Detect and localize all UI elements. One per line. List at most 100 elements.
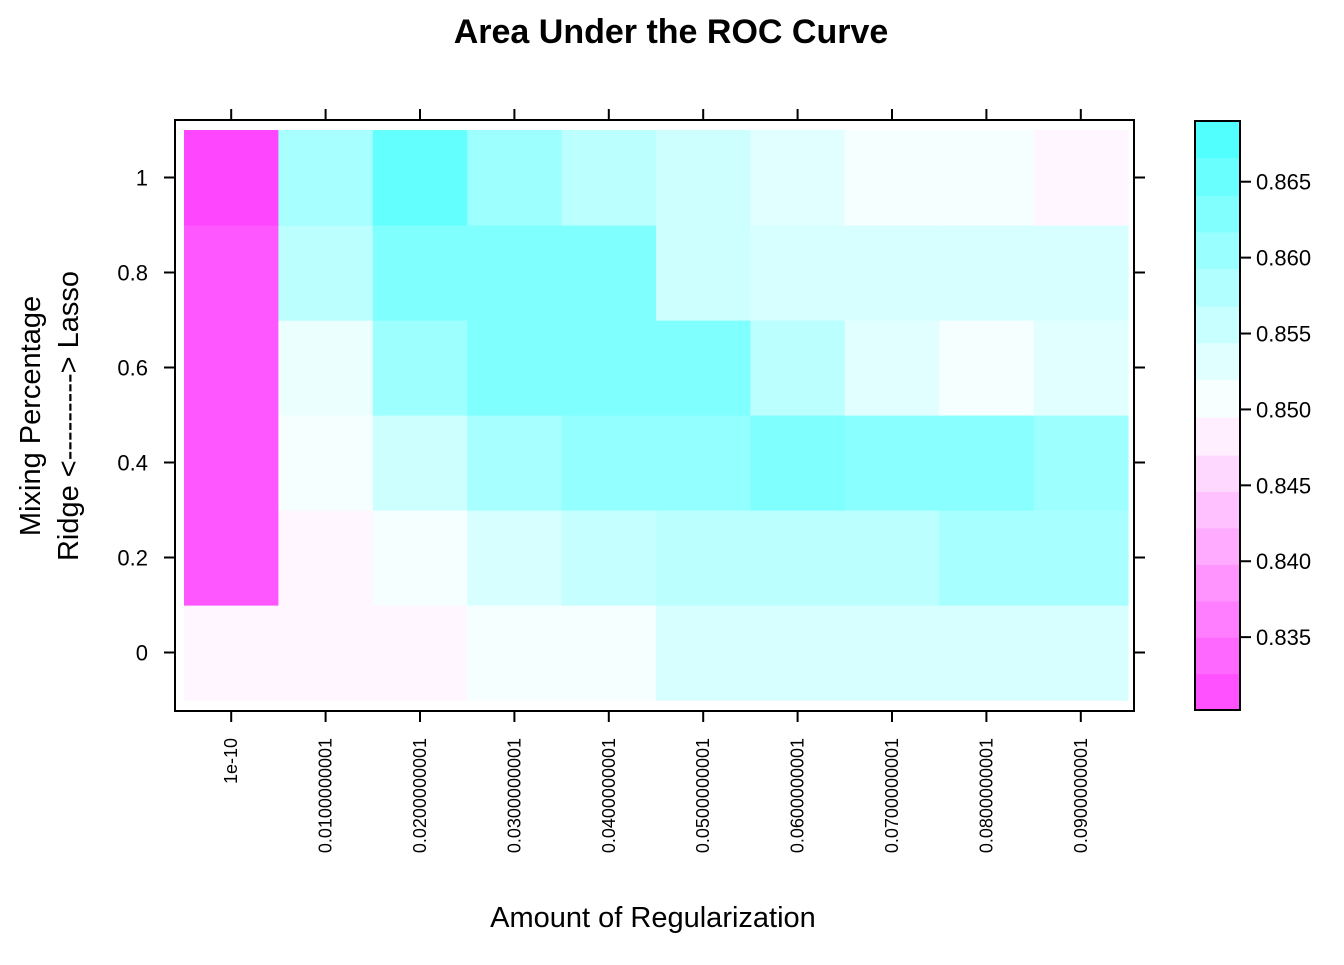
x-axis-ticks: 1e-10 0.0100000001 0.0200000001 0.030000000… <box>221 109 1091 853</box>
heatmap-cell <box>184 130 279 226</box>
heatmap-cell <box>467 320 563 416</box>
x-tick-label: 0.0500000001 <box>693 738 713 853</box>
x-tick-label: 1e-10 <box>221 738 241 784</box>
colorbar-swatch <box>1195 600 1240 638</box>
heatmap-cell <box>372 415 468 511</box>
plot-frame <box>174 119 1135 712</box>
heatmap-cell <box>750 415 846 511</box>
colorbar-swatch <box>1195 121 1240 159</box>
heatmap-cell <box>750 320 846 416</box>
heatmap-cell <box>844 415 940 511</box>
heatmap-cell <box>184 510 279 606</box>
x-tick-label: 0.0600000001 <box>788 738 808 853</box>
heatmap-cell <box>844 605 940 701</box>
heatmap-cell <box>184 415 279 511</box>
y-axis-label-line-2: Ridge <---------> Lasso <box>53 271 85 561</box>
heatmap-cell <box>844 510 940 606</box>
heatmap-cell <box>939 510 1035 606</box>
heatmap-cell <box>844 320 940 416</box>
heatmap-cell <box>561 130 657 226</box>
heatmap-cell <box>372 605 468 701</box>
colorbar-swatch <box>1195 637 1240 675</box>
heatmap-cell <box>561 415 657 511</box>
heatmap-cell <box>939 130 1035 226</box>
y-axis-label-line-1: Mixing Percentage <box>15 296 47 536</box>
heatmap-cell <box>467 225 563 321</box>
heatmap-cell <box>278 415 374 511</box>
heatmap-cell <box>750 605 846 701</box>
colorbar-swatch <box>1195 268 1240 307</box>
heatmap-cell <box>656 605 751 701</box>
x-tick-label: 0.0100000001 <box>316 738 336 853</box>
colorbar-frame <box>1194 120 1241 711</box>
heatmap-cell <box>467 130 563 226</box>
heatmap-cell <box>467 605 563 701</box>
x-tick-label: 0.0700000001 <box>882 738 902 853</box>
heatmap-cell <box>278 320 374 416</box>
heatmap-cell <box>372 225 468 321</box>
x-tick-label: 0.0900000001 <box>1071 738 1091 853</box>
heatmap-cell <box>656 130 751 226</box>
y-tick-label: 0.8 <box>117 261 148 286</box>
y-tick-label: 0.6 <box>117 356 148 381</box>
x-tick-label: 0.0200000001 <box>410 738 430 853</box>
colorbar-swatch <box>1195 564 1240 602</box>
y-tick-label: 0 <box>136 641 148 666</box>
heatmap-cell <box>561 605 657 701</box>
heatmap-cell <box>1033 605 1129 701</box>
heatmap-cells <box>184 130 1129 701</box>
heatmap-cell <box>372 130 468 226</box>
heatmap-cell <box>656 510 751 606</box>
colorbar-swatch <box>1195 342 1240 380</box>
colorbar-swatch <box>1195 306 1240 344</box>
y-tick-label: 0.4 <box>117 451 148 476</box>
heatmap-cell <box>561 510 657 606</box>
heatmap-cell <box>278 225 374 321</box>
x-tick-label: 0.0800000001 <box>976 738 996 853</box>
colorbar-swatch <box>1195 157 1240 196</box>
heatmap-cell <box>278 130 374 226</box>
colorbar-swatch <box>1195 417 1240 456</box>
chart-title: Area Under the ROC Curve <box>454 13 889 51</box>
heatmap-cell <box>184 320 279 416</box>
y-axis-label: Mixing Percentage Ridge <---------> Lass… <box>15 271 85 561</box>
heatmap-cell <box>750 225 846 321</box>
x-axis-label: Amount of Regularization <box>490 902 816 934</box>
colorbar-tick-label: 0.860 <box>1256 246 1311 271</box>
heatmap-cell <box>467 510 563 606</box>
heatmap-cell <box>844 130 940 226</box>
colorbar-swatch <box>1195 454 1240 492</box>
heatmap-cell <box>1033 320 1129 416</box>
x-tick-label: 0.0400000001 <box>599 738 619 853</box>
y-tick-label: 0.2 <box>117 546 148 571</box>
heatmap-cell <box>1033 415 1129 511</box>
colorbar-swatch <box>1195 231 1240 269</box>
heatmap-cell <box>656 320 751 416</box>
heatmap-cell <box>561 320 657 416</box>
heatmap-cell <box>1033 510 1129 606</box>
heatmap-cell <box>656 225 751 321</box>
heatmap-cell <box>750 510 846 606</box>
colorbar-swatch <box>1195 491 1240 529</box>
colorbar-tick-label: 0.845 <box>1256 473 1311 498</box>
heatmap-cell <box>184 605 279 701</box>
colorbar: 0.835 0.840 0.845 0.850 0.855 0.860 0.865 <box>1194 120 1311 711</box>
colorbar-tick-label: 0.855 <box>1256 322 1311 347</box>
heatmap-cell <box>372 320 468 416</box>
colorbar-swatch <box>1195 195 1240 233</box>
y-tick-label: 1 <box>136 166 148 191</box>
colorbar-swatch <box>1195 673 1240 711</box>
y-axis-ticks: 0 0.2 0.4 0.6 0.8 1 <box>117 166 1145 666</box>
colorbar-tick-label: 0.850 <box>1256 397 1311 422</box>
heatmap-cell <box>939 320 1035 416</box>
heatmap-cell <box>561 225 657 321</box>
colorbar-tick-label: 0.840 <box>1256 549 1311 574</box>
colorbar-swatch <box>1195 527 1240 565</box>
heatmap-cell <box>939 225 1035 321</box>
heatmap-cell <box>1033 130 1129 226</box>
heatmap-cell <box>939 415 1035 511</box>
heatmap-cell <box>939 605 1035 701</box>
heatmap-cell <box>467 415 563 511</box>
